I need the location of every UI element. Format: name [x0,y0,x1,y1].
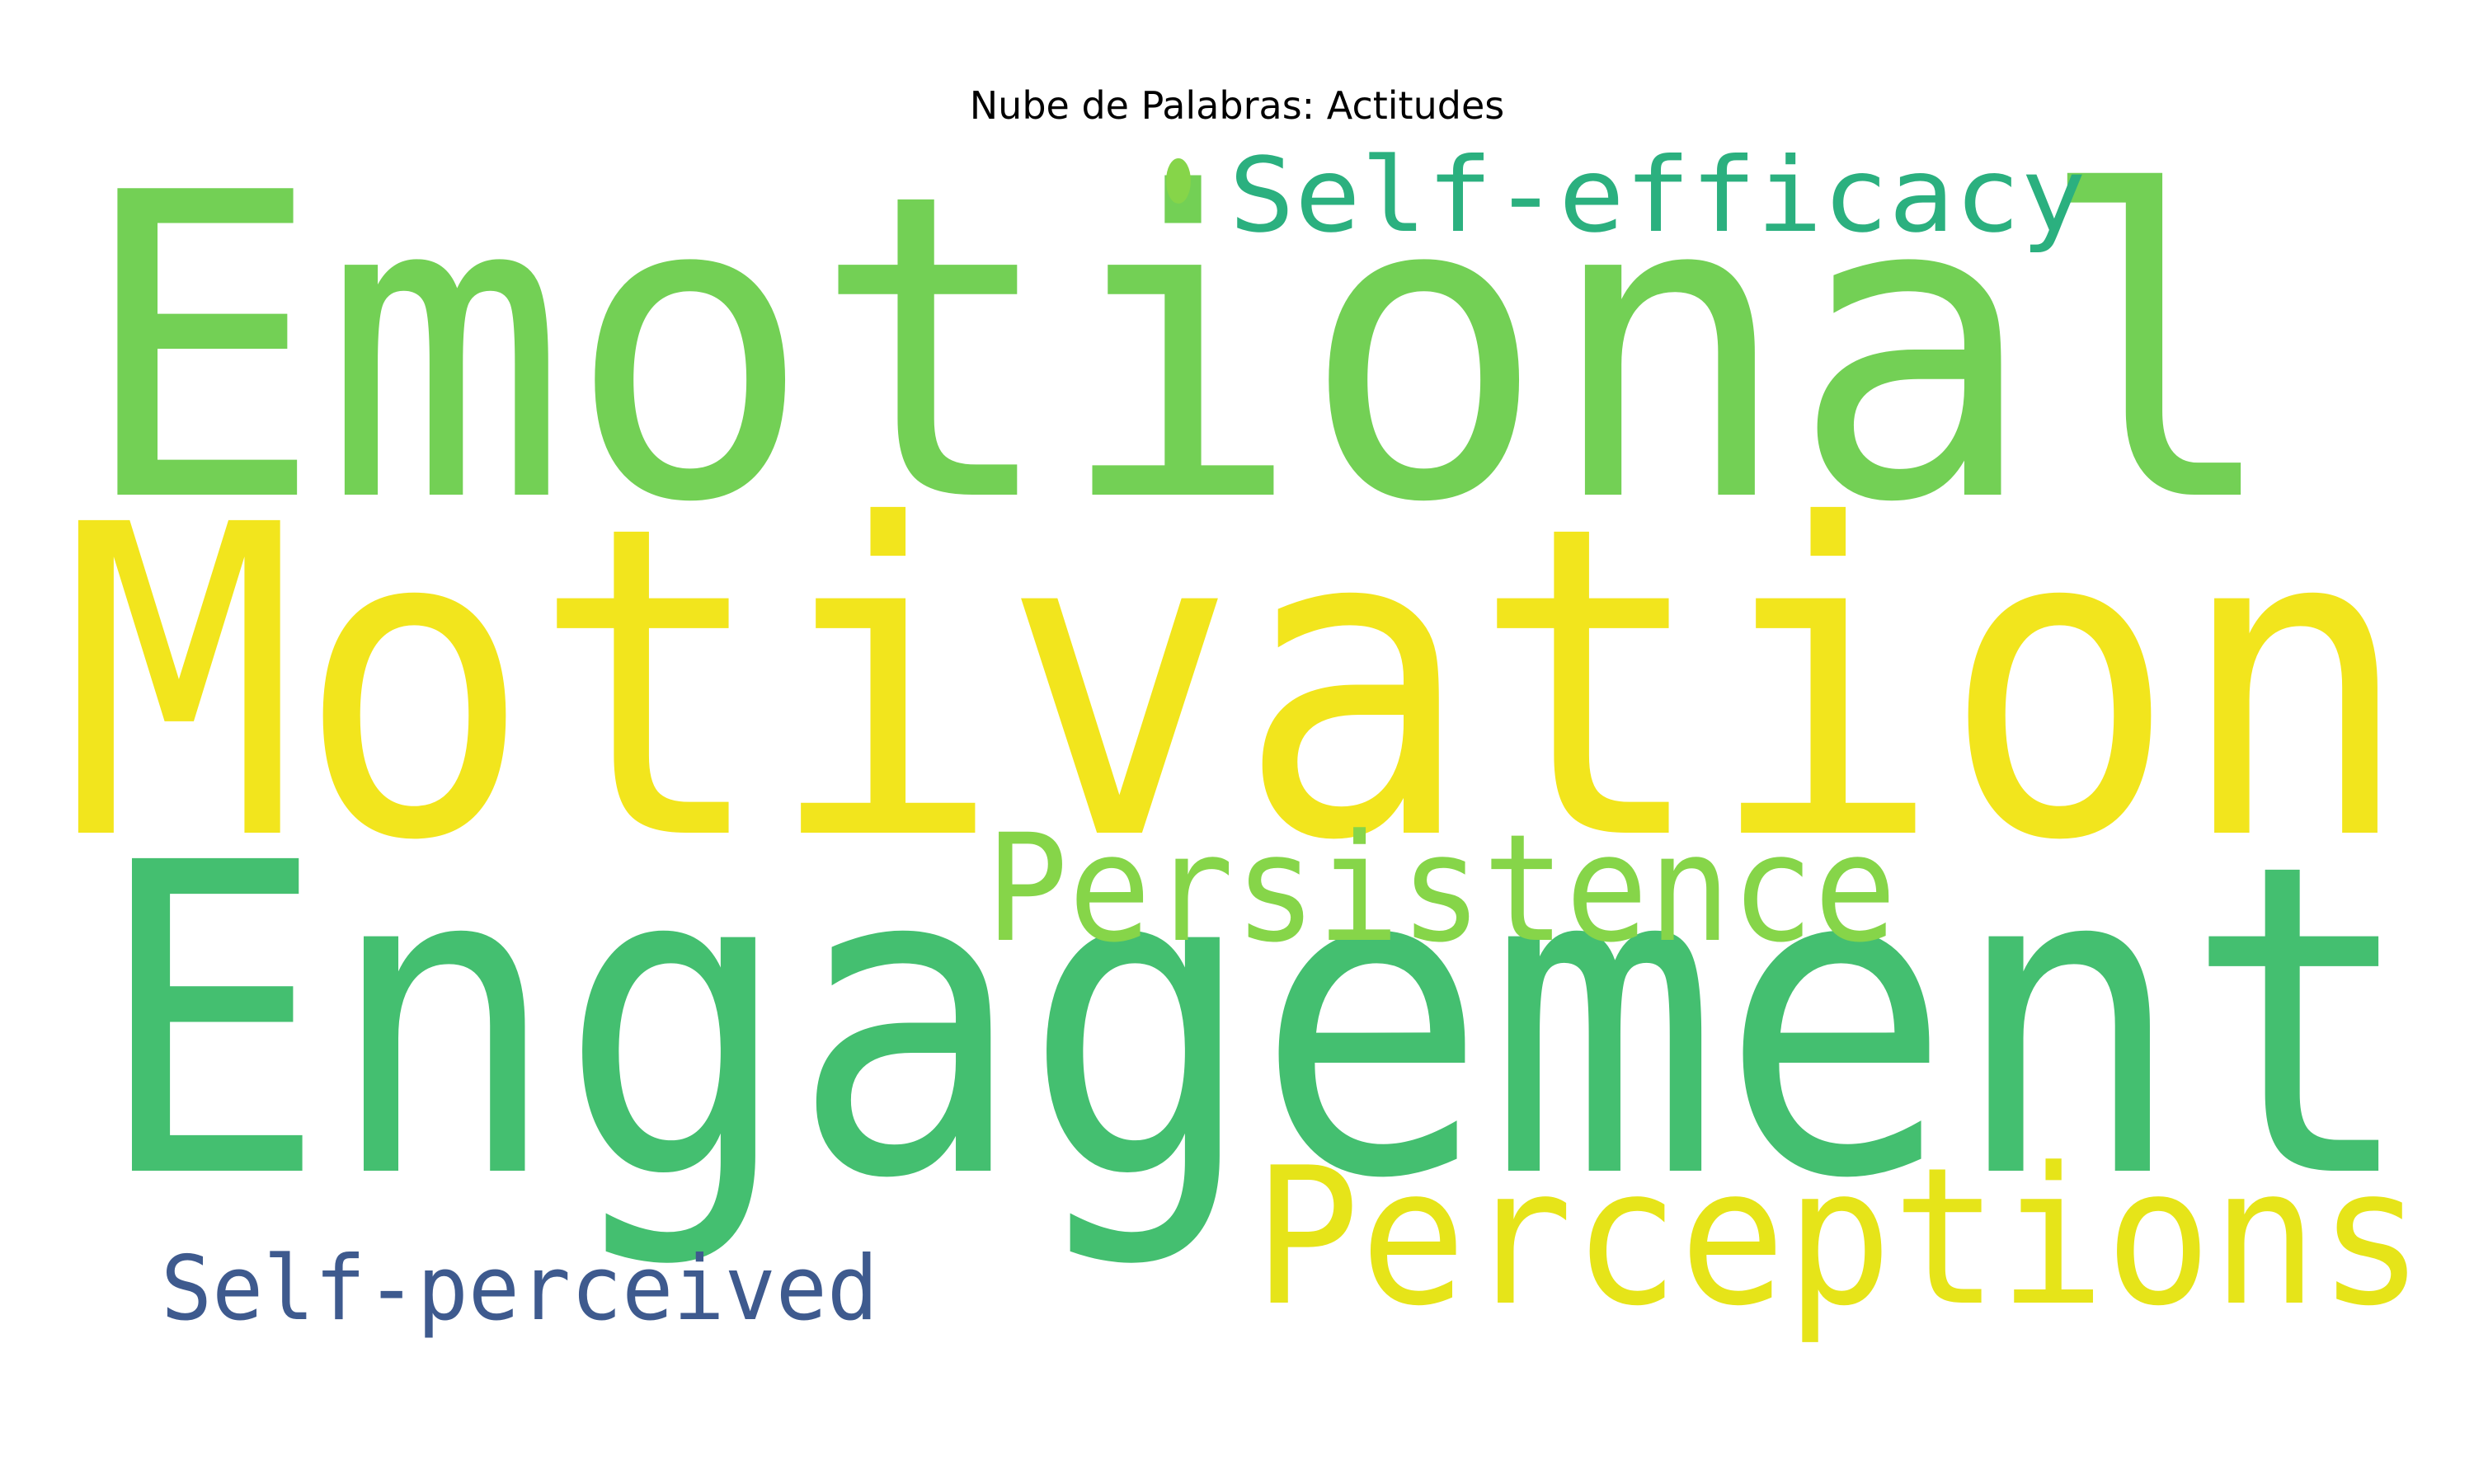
word-2: Engagement [95,773,2416,1272]
word-5: Self‐efficacy [1229,136,2086,256]
word-6: Self‐perceived [161,1237,878,1341]
chart-title: Nube de Palabras: Actitudes [969,83,1505,128]
word-4: Perceptions [1253,1128,2425,1348]
word-3: Persistence [985,803,1897,975]
word-7: • [1153,94,1204,276]
word-0: Emotional [78,106,2280,594]
word-1: Motivation [62,434,2412,934]
